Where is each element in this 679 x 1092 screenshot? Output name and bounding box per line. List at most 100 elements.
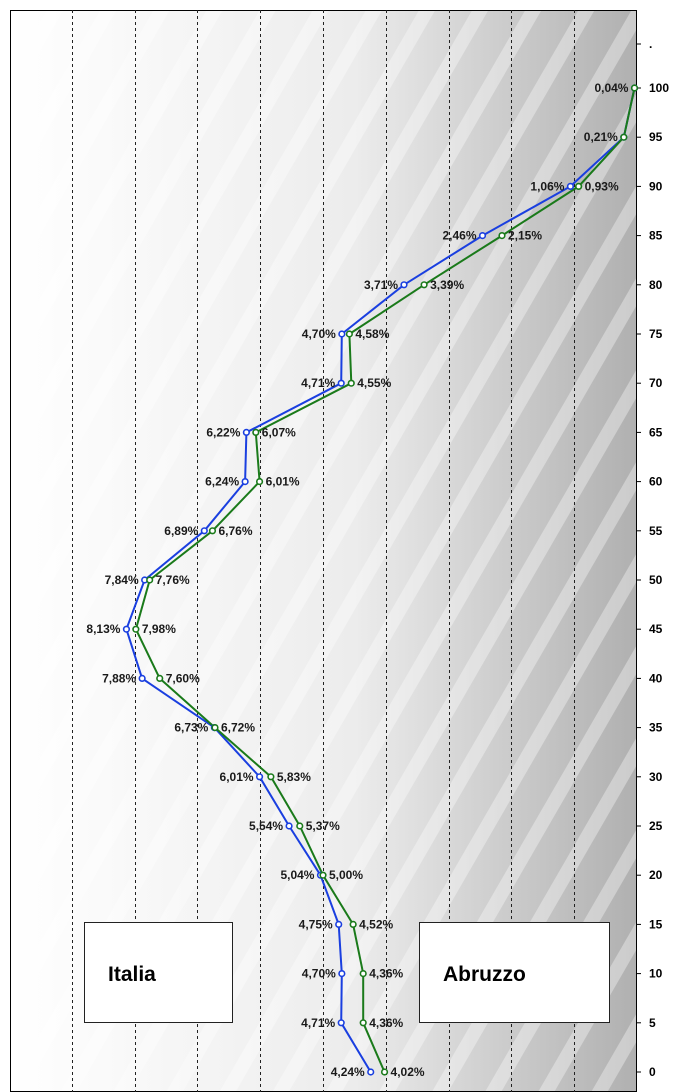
data-point-abruzzo bbox=[359, 969, 367, 978]
data-point-abruzzo bbox=[211, 723, 219, 732]
data-point-abruzzo bbox=[574, 182, 583, 190]
data-label-abruzzo: 4,36% bbox=[369, 967, 403, 981]
y-tick-label: 100 bbox=[649, 81, 669, 95]
data-label-italia: 5,04% bbox=[280, 868, 314, 882]
data-label-italia: 2,46% bbox=[442, 229, 476, 243]
data-label-italia: 6,89% bbox=[164, 524, 198, 538]
data-point-abruzzo bbox=[146, 576, 154, 584]
data-label-abruzzo: 5,37% bbox=[306, 819, 340, 833]
data-label-abruzzo: 4,55% bbox=[357, 376, 391, 390]
y-tick-label: . bbox=[649, 37, 652, 51]
legend-box bbox=[84, 922, 233, 1023]
data-label-italia: 4,70% bbox=[302, 967, 336, 981]
data-point-italia bbox=[338, 330, 346, 338]
data-point-abruzzo bbox=[132, 625, 140, 633]
data-label-abruzzo: 3,39% bbox=[430, 278, 464, 292]
y-tick-label: 65 bbox=[649, 425, 663, 439]
data-label-abruzzo: 6,72% bbox=[221, 721, 255, 735]
data-point-italia bbox=[122, 625, 131, 633]
data-label-italia: 4,71% bbox=[301, 376, 335, 390]
data-label-abruzzo: 4,52% bbox=[359, 917, 393, 931]
data-label-italia: 6,01% bbox=[220, 770, 254, 784]
data-point-abruzzo bbox=[156, 674, 164, 683]
series-points bbox=[122, 84, 639, 1076]
data-point-italia bbox=[367, 1068, 375, 1076]
y-tick-label: 10 bbox=[649, 967, 663, 981]
y-tick-label: 0 bbox=[649, 1065, 656, 1079]
data-label-abruzzo: 5,00% bbox=[329, 868, 363, 882]
data-point-abruzzo bbox=[347, 379, 355, 387]
data-label-abruzzo: 6,76% bbox=[218, 524, 252, 538]
data-point-abruzzo bbox=[498, 232, 506, 240]
data-label-italia: 7,88% bbox=[102, 671, 136, 685]
y-tick-label: 35 bbox=[649, 721, 663, 735]
data-point-abruzzo bbox=[319, 871, 327, 879]
data-label-italia: 8,13% bbox=[86, 622, 120, 636]
y-tick-label: 95 bbox=[649, 130, 663, 144]
data-label-abruzzo: 6,07% bbox=[262, 425, 296, 439]
data-label-abruzzo: 2,15% bbox=[508, 229, 542, 243]
data-label-abruzzo: 5,83% bbox=[277, 770, 311, 784]
legend-box bbox=[419, 922, 610, 1023]
data-label-abruzzo: 4,58% bbox=[355, 327, 389, 341]
data-point-italia bbox=[400, 281, 408, 289]
data-label-italia: 4,24% bbox=[331, 1065, 365, 1079]
legend: Italia Abruzzo bbox=[84, 922, 610, 1023]
data-label-italia: 6,22% bbox=[206, 425, 240, 439]
data-point-italia bbox=[566, 182, 575, 190]
data-point-abruzzo bbox=[349, 920, 357, 929]
y-tick-label: 5 bbox=[649, 1016, 656, 1030]
data-point-italia bbox=[255, 773, 264, 781]
data-point-italia bbox=[337, 379, 345, 387]
data-point-abruzzo bbox=[296, 822, 304, 830]
data-label-abruzzo: 0,93% bbox=[585, 179, 619, 193]
data-point-italia bbox=[138, 674, 146, 683]
data-label-abruzzo: 6,01% bbox=[266, 475, 300, 489]
y-tick-label: 20 bbox=[649, 868, 663, 882]
y-tick-label: 45 bbox=[649, 622, 663, 636]
legend-label: Italia bbox=[108, 963, 156, 986]
data-point-italia bbox=[242, 428, 250, 437]
data-point-abruzzo bbox=[359, 1019, 367, 1027]
data-label-italia: 5,54% bbox=[249, 819, 283, 833]
y-tick-label: 40 bbox=[649, 671, 663, 685]
data-label-abruzzo: 4,02% bbox=[391, 1065, 425, 1079]
data-point-abruzzo bbox=[345, 330, 353, 338]
data-point-abruzzo bbox=[255, 478, 264, 486]
data-label-italia: 4,70% bbox=[302, 327, 336, 341]
data-label-italia: 0,21% bbox=[584, 130, 618, 144]
data-label-italia: 1,06% bbox=[530, 179, 564, 193]
data-point-abruzzo bbox=[208, 527, 217, 535]
y-tick-label: 30 bbox=[649, 770, 663, 784]
data-label-italia: 6,73% bbox=[174, 721, 208, 735]
data-point-italia bbox=[200, 527, 208, 535]
data-point-abruzzo bbox=[630, 84, 639, 92]
data-point-abruzzo bbox=[620, 133, 628, 141]
y-tick-label: 90 bbox=[649, 179, 663, 193]
y-tick-label: 75 bbox=[649, 327, 663, 341]
data-point-italia bbox=[337, 1019, 345, 1027]
data-point-abruzzo bbox=[420, 281, 428, 289]
y-tick-label: 60 bbox=[649, 475, 663, 489]
y-tick-label: 55 bbox=[649, 524, 663, 538]
data-label-italia: 3,71% bbox=[364, 278, 398, 292]
data-label-abruzzo: 7,98% bbox=[142, 622, 176, 636]
data-point-abruzzo bbox=[380, 1068, 389, 1076]
y-tick-label: 70 bbox=[649, 376, 663, 390]
y-tick-label: 25 bbox=[649, 819, 663, 833]
data-point-abruzzo bbox=[252, 428, 260, 437]
y-axis: 0 5 10 15 20 25 30 35 40 45 50 55 60 65 70 75 80 85 90 95 10… bbox=[637, 37, 669, 1079]
legend-label: Abruzzo bbox=[443, 963, 526, 986]
data-point-italia bbox=[335, 920, 343, 929]
data-label-abruzzo: 7,60% bbox=[166, 671, 200, 685]
gridlines bbox=[72, 10, 575, 1092]
data-label-italia: 4,75% bbox=[299, 917, 333, 931]
y-tick-label: 15 bbox=[649, 917, 663, 931]
y-tick-label: 80 bbox=[649, 278, 663, 292]
data-label-abruzzo: 4,36% bbox=[369, 1016, 403, 1030]
data-point-abruzzo bbox=[267, 773, 275, 781]
data-labels: 4,24% 4,02% 4,71% 4,36% 4,70% 4,36% 4,75% 4,52%… bbox=[86, 81, 628, 1079]
data-point-italia bbox=[241, 478, 249, 486]
